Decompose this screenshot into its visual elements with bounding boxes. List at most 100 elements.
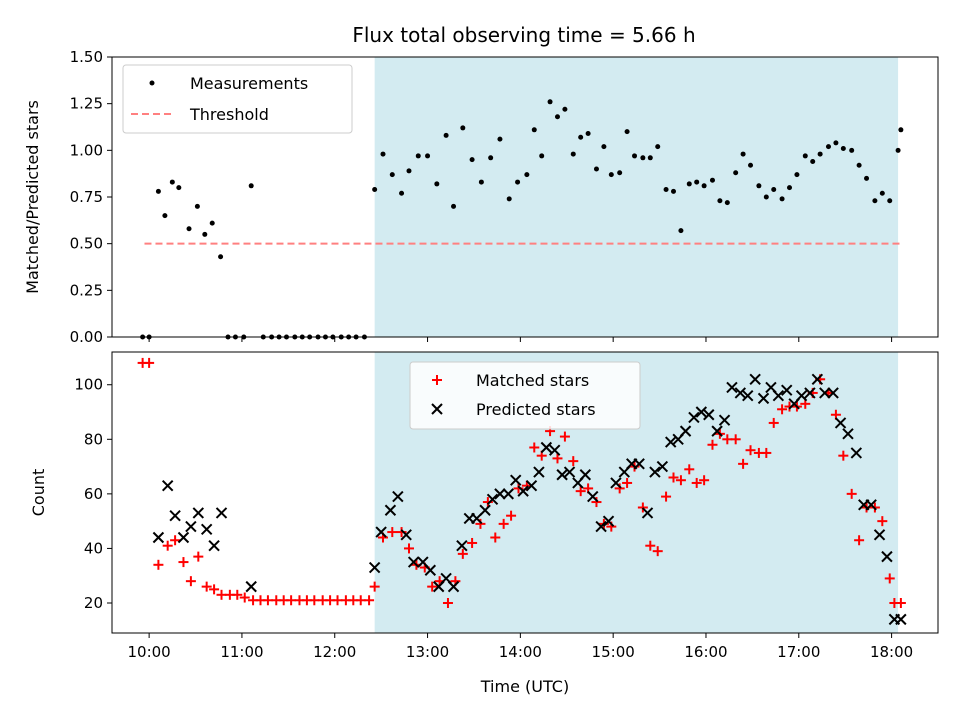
predicted-star-point: [734, 387, 747, 399]
predicted-star-point: [563, 466, 576, 478]
matched-star-point: [614, 483, 625, 494]
predicted-star-point: [447, 580, 460, 593]
y-tick-label: 60: [84, 485, 103, 503]
matched-star-point: [369, 581, 380, 592]
matched-star-point: [498, 518, 509, 529]
measurement-point: [488, 155, 494, 161]
matched-star-point: [286, 595, 297, 606]
measurement-point: [895, 147, 901, 153]
y-tick-label: 80: [84, 430, 103, 448]
measurement-point: [531, 127, 537, 133]
predicted-star-point: [384, 504, 397, 516]
predicted-star-point: [602, 515, 615, 527]
measurement-point: [864, 175, 870, 181]
predicted-star-point: [556, 469, 568, 481]
measurement-point: [570, 151, 576, 157]
predicted-star-point: [834, 417, 847, 429]
predicted-star-point: [424, 564, 437, 576]
top-observing-span: [374, 57, 899, 337]
predicted-star-point: [177, 531, 190, 544]
predicted-star-point: [161, 479, 174, 492]
x-tick-label: 12:00: [313, 643, 356, 661]
top-axes-frame: [111, 56, 939, 338]
matched-star-point: [209, 584, 220, 595]
y-tick-label: 20: [84, 594, 103, 612]
predicted-star-point: [510, 474, 522, 486]
measurement-point: [593, 166, 599, 172]
bottom-legend: Matched stars Predicted stars: [409, 361, 641, 430]
matched-star-point: [178, 557, 189, 568]
measurement-point: [694, 179, 700, 185]
matched-star-point: [777, 404, 788, 415]
measurement-point: [497, 136, 503, 142]
predicted-star-point: [245, 580, 257, 593]
matched-star-point: [877, 516, 888, 527]
measurement-point: [740, 151, 746, 157]
predicted-star-point: [742, 389, 754, 402]
predicted-star-point: [517, 485, 529, 497]
matched-star-point: [144, 357, 155, 368]
x-tick-label: 10:00: [128, 643, 171, 661]
y-tick-label: 1.50: [70, 48, 103, 66]
measurement-point: [794, 172, 800, 178]
y-tick-label: 0.00: [70, 328, 103, 346]
matched-star-point: [552, 453, 563, 464]
x-tick-label: 16:00: [684, 643, 727, 661]
top-legend: Measurements Threshold: [122, 64, 353, 134]
predicted-star-point: [595, 520, 607, 533]
measurement-point: [709, 177, 715, 183]
predicted-star-point: [757, 392, 770, 405]
predicted-star-point: [502, 488, 515, 500]
predicted-star-point: [548, 444, 561, 456]
top-x-ticks: [148, 337, 893, 342]
measurement-point: [624, 129, 630, 135]
measurement-point: [763, 194, 769, 200]
x-tick-label: 17:00: [777, 643, 820, 661]
predicted-star-points: [152, 373, 907, 626]
measurement-point: [202, 231, 208, 237]
measurement-point: [756, 183, 762, 189]
measurement-point: [539, 153, 545, 159]
matched-star-point: [846, 488, 857, 499]
predicted-star-point: [881, 550, 893, 563]
measurement-point: [717, 198, 723, 204]
matched-star-point: [722, 434, 733, 445]
matched-star-point: [467, 537, 478, 548]
measurement-point: [647, 155, 653, 161]
predicted-star-point: [400, 529, 412, 541]
measurement-point: [176, 185, 182, 191]
y-tick-label: 0.25: [70, 281, 103, 299]
predicted-star-point: [185, 520, 197, 533]
measurement-point: [872, 198, 878, 204]
x-tick-label: 18:00: [870, 643, 913, 661]
predicted-star-point: [368, 561, 381, 574]
matched-star-point: [239, 592, 250, 603]
measurement-point: [155, 188, 161, 194]
measurement-point: [608, 172, 614, 178]
measurement-point: [779, 196, 785, 202]
measurement-point: [724, 200, 730, 206]
y-tick-label: 0.50: [70, 235, 103, 253]
measurement-point: [554, 114, 560, 120]
predicted-star-point: [842, 428, 854, 440]
measurement-point: [802, 153, 808, 159]
predicted-star-point: [169, 509, 181, 522]
measurement-point: [389, 172, 395, 178]
bottom-legend-box: [409, 361, 641, 430]
matched-star-point: [457, 548, 468, 559]
measurement-point: [380, 151, 386, 157]
measurement-point: [443, 132, 449, 138]
predicted-star-point: [525, 479, 538, 492]
matched-star-point: [854, 535, 865, 546]
legend-predicted-marker: [431, 403, 443, 415]
top-y-ticks: 0.00 0.25 0.50 0.75 1.00 1.25 1.50: [70, 48, 112, 346]
measurement-point: [617, 170, 623, 176]
y-tick-label: 1.25: [70, 95, 103, 113]
top-y-axis-label: Matched/Predicted stars: [23, 100, 42, 294]
matched-star-point: [675, 475, 686, 486]
matched-star-point: [513, 483, 524, 494]
measurement-point: [524, 172, 530, 178]
predicted-star-point: [726, 381, 738, 394]
measurement-point: [478, 179, 484, 185]
top-panel: 0.00 0.25 0.50 0.75 1.00 1.25 1.50 Matched/Pre…: [23, 48, 939, 346]
